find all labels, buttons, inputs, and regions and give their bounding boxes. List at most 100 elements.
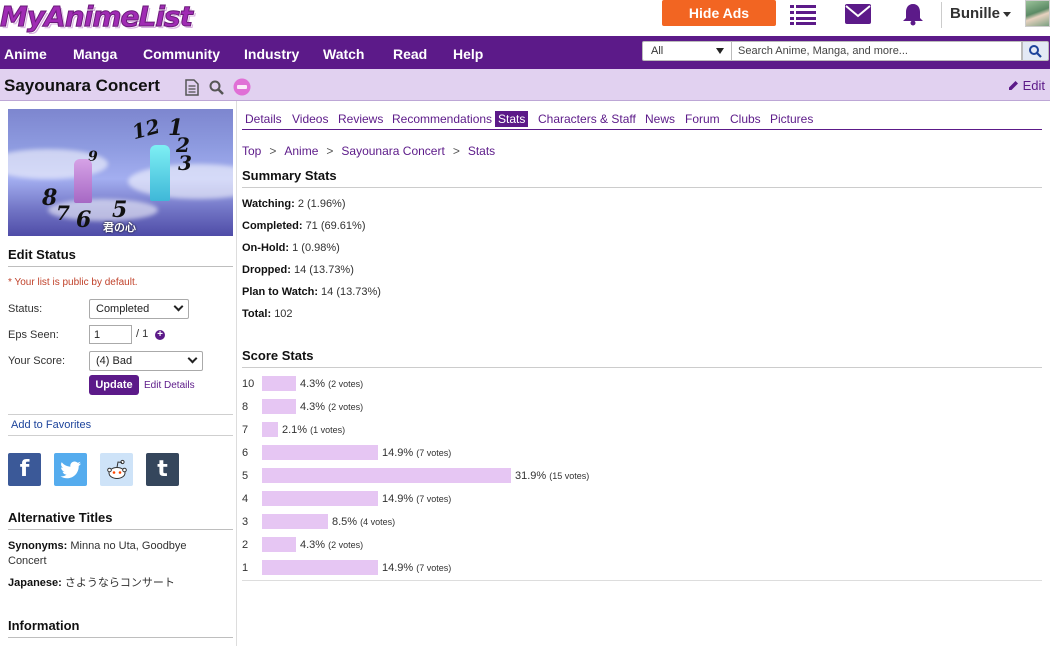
score-percent-label: 14.9% (7 votes) — [382, 562, 451, 574]
score-bar — [262, 422, 278, 437]
stat-value: 14 (13.73%) — [293, 264, 354, 276]
nav-item-help[interactable]: Help — [453, 46, 484, 62]
score-bar — [262, 491, 378, 506]
add-to-favorites-link[interactable]: Add to Favorites — [11, 419, 92, 431]
twitter-bird-icon — [60, 461, 81, 478]
girl-figure — [74, 159, 92, 203]
score-percent-label: 4.3% (2 votes) — [300, 378, 363, 390]
nav-item-watch[interactable]: Watch — [323, 46, 365, 62]
update-button[interactable]: Update — [89, 375, 139, 395]
stat-on-hold: On-Hold: 1 (0.98%) — [242, 242, 340, 254]
increment-plus-icon[interactable]: + — [155, 330, 165, 340]
tab-forum[interactable]: Forum — [685, 112, 720, 126]
tab-details[interactable]: Details — [245, 112, 282, 126]
japanese-label: Japanese: — [8, 577, 62, 589]
hide-ads-button[interactable]: Hide Ads — [662, 0, 776, 26]
nav-item-anime[interactable]: Anime — [4, 46, 47, 62]
score-votes: (7 votes) — [416, 563, 452, 573]
tab-news[interactable]: News — [645, 112, 676, 126]
edit-details-link[interactable]: Edit Details — [144, 380, 195, 391]
score-percent: 14.9% — [382, 447, 414, 459]
japanese-info: Japanese: さようならコンサート — [8, 576, 228, 591]
title-bar: Sayounara Concert Edit — [0, 69, 1050, 101]
breadcrumb-stats[interactable]: Stats — [467, 144, 496, 158]
stat-value: 71 (69.61%) — [305, 220, 366, 232]
tab-recommendations[interactable]: Recommendations — [392, 112, 493, 126]
public-note: * Your list is public by default. — [8, 277, 138, 288]
score-bar — [262, 560, 378, 575]
status-label: Status: — [8, 303, 43, 315]
chevron-down-icon — [1003, 11, 1012, 17]
site-logo[interactable]: MyAnimeList — [0, 0, 193, 34]
nav-item-read[interactable]: Read — [393, 46, 428, 62]
stat-label: Watching: — [242, 198, 295, 210]
score-select[interactable]: (4) Bad — [89, 351, 203, 371]
document-icon[interactable] — [183, 78, 201, 96]
search-button[interactable] — [1022, 41, 1049, 61]
synonyms-label: Synonyms: — [8, 540, 68, 552]
stream-badge-icon[interactable] — [233, 78, 251, 96]
cover-image[interactable]: 12 1 2 3 5 6 7 8 9 君の心 — [8, 109, 233, 236]
score-percent: 2.1% — [282, 424, 308, 436]
eps-label: Eps Seen: — [8, 329, 59, 341]
avatar[interactable] — [1025, 0, 1050, 27]
breadcrumb-top[interactable]: Top — [242, 144, 262, 158]
facebook-share-icon[interactable]: f — [8, 453, 41, 486]
section-divider — [242, 187, 1042, 188]
user-menu[interactable]: Bunille — [950, 5, 1012, 22]
tab-clubs[interactable]: Clubs — [730, 112, 761, 126]
score-percent-label: 31.9% (15 votes) — [515, 470, 589, 482]
score-value: 3 — [242, 516, 249, 528]
breadcrumb-title[interactable]: Sayounara Concert — [341, 144, 445, 158]
score-percent-label: 4.3% (2 votes) — [300, 539, 363, 551]
score-percent-label: 14.9% (7 votes) — [382, 493, 451, 505]
tab-reviews[interactable]: Reviews — [338, 112, 384, 126]
tab-characters-staff[interactable]: Characters & Staff — [538, 112, 636, 126]
nav-item-manga[interactable]: Manga — [73, 46, 118, 62]
nav-item-community[interactable]: Community — [143, 46, 220, 62]
reddit-share-icon[interactable] — [100, 453, 133, 486]
twitter-share-icon[interactable] — [54, 453, 87, 486]
search-scope-select[interactable]: All — [642, 41, 732, 61]
search-scope-value: All — [651, 45, 664, 57]
nav-item-industry[interactable]: Industry — [244, 46, 300, 62]
chevron-down-icon — [173, 301, 184, 312]
tumblr-share-icon[interactable]: t — [146, 453, 179, 486]
score-label: Your Score: — [8, 355, 66, 367]
username: Bunille — [950, 5, 1001, 22]
score-value: 6 — [242, 447, 249, 459]
breadcrumb-separator: > — [269, 144, 277, 158]
bell-icon[interactable] — [899, 2, 927, 26]
score-percent-label: 4.3% (2 votes) — [300, 401, 363, 413]
score-votes: (7 votes) — [416, 494, 452, 504]
breadcrumb-separator: > — [452, 144, 460, 158]
stat-value: 102 — [274, 308, 293, 320]
section-divider — [8, 529, 233, 530]
tab-videos[interactable]: Videos — [292, 112, 329, 126]
score-stats-heading: Score Stats — [242, 348, 314, 363]
edit-link[interactable]: Edit — [1008, 78, 1045, 93]
stat-label: Dropped: — [242, 264, 291, 276]
score-percent: 4.3% — [300, 378, 326, 390]
tab-stats[interactable]: Stats — [495, 111, 529, 127]
magnifier-icon[interactable] — [207, 78, 225, 96]
stat-label: Plan to Watch: — [242, 286, 318, 298]
clock-numeral: 1 — [168, 115, 184, 141]
list-icon[interactable] — [789, 2, 817, 26]
search-input[interactable] — [732, 41, 1022, 61]
score-percent-label: 8.5% (4 votes) — [332, 516, 395, 528]
score-value: 8 — [242, 401, 249, 413]
score-bar — [262, 399, 296, 414]
eps-seen-input[interactable] — [89, 325, 132, 344]
caret-down-icon — [716, 48, 724, 54]
clock-numeral: 12 — [129, 113, 163, 145]
edit-status-heading: Edit Status — [8, 247, 76, 262]
cloud-shape — [128, 164, 233, 199]
stat-value: 2 (1.96%) — [297, 198, 346, 210]
cloud-shape — [48, 199, 158, 221]
clock-numeral: 7 — [56, 201, 70, 225]
tab-pictures[interactable]: Pictures — [770, 112, 814, 126]
mail-icon[interactable] — [844, 2, 872, 26]
status-select[interactable]: Completed — [89, 299, 189, 319]
breadcrumb-anime[interactable]: Anime — [284, 144, 319, 158]
